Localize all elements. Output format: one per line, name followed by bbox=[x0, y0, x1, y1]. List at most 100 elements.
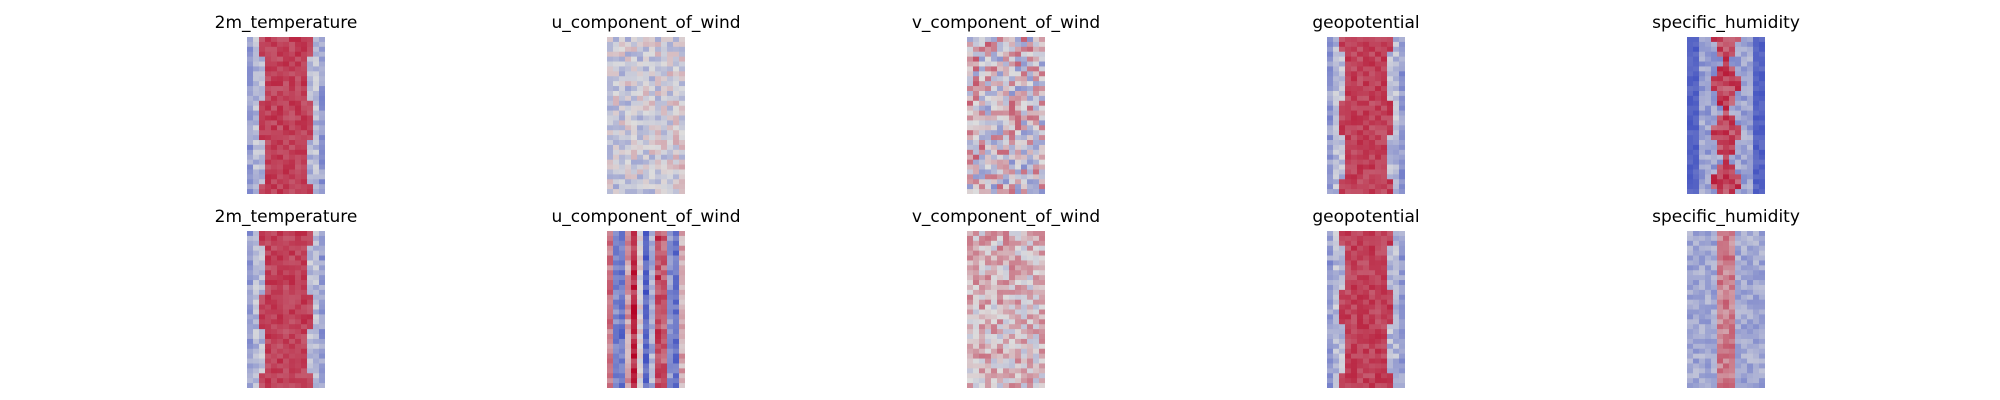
heatmap-cell bbox=[1687, 255, 1694, 262]
heatmap-cell bbox=[667, 260, 674, 266]
heatmap-cell bbox=[1705, 280, 1712, 286]
heatmap-cell bbox=[679, 95, 685, 102]
heatmap-cell bbox=[295, 184, 302, 190]
heatmap-cell bbox=[985, 231, 992, 237]
heatmap-cell bbox=[997, 149, 1004, 156]
heatmap-cell bbox=[259, 140, 266, 146]
heatmap-cell bbox=[979, 105, 986, 112]
heatmap-cell bbox=[1741, 76, 1748, 82]
heatmap-cell bbox=[1027, 164, 1034, 171]
heatmap-cell bbox=[1369, 95, 1376, 102]
heatmap-cell bbox=[1003, 304, 1010, 311]
heatmap-cell bbox=[997, 343, 1004, 350]
heatmap-cell bbox=[991, 255, 998, 262]
heatmap-cell bbox=[1363, 37, 1370, 43]
heatmap-cell bbox=[283, 255, 290, 262]
heatmap-cell bbox=[265, 231, 272, 237]
heatmap-cell bbox=[1723, 373, 1730, 379]
heatmap-cell bbox=[1339, 174, 1346, 180]
heatmap-cell bbox=[1393, 329, 1400, 335]
heatmap-cell bbox=[1687, 125, 1694, 131]
heatmap-cell bbox=[289, 280, 296, 286]
heatmap-cell bbox=[619, 280, 626, 286]
heatmap-cell bbox=[1345, 319, 1352, 325]
heatmap-cell bbox=[1693, 368, 1700, 374]
heatmap-cell bbox=[967, 115, 974, 122]
heatmap-cell bbox=[1333, 319, 1340, 325]
heatmap-cell bbox=[271, 110, 278, 117]
heatmap-cell bbox=[661, 363, 668, 369]
heatmap-cell bbox=[259, 100, 266, 107]
heatmap-cell bbox=[967, 231, 974, 237]
heatmap-cell bbox=[1711, 174, 1718, 180]
heatmap-cell bbox=[1741, 275, 1748, 281]
heatmap-cell bbox=[1009, 159, 1016, 166]
heatmap-cell bbox=[1747, 76, 1754, 82]
heatmap-cell bbox=[1027, 154, 1034, 161]
heatmap-cell bbox=[673, 314, 680, 320]
heatmap-cell bbox=[1759, 240, 1765, 247]
heatmap-cell bbox=[1033, 255, 1040, 262]
heatmap-cell bbox=[979, 56, 986, 63]
heatmap-cell bbox=[625, 284, 632, 291]
heatmap-cell bbox=[1345, 120, 1352, 126]
heatmap-cell bbox=[1729, 90, 1736, 97]
heatmap-cell bbox=[679, 378, 685, 384]
heatmap-cell bbox=[1327, 110, 1334, 117]
heatmap-cell bbox=[289, 95, 296, 102]
heatmap-cell bbox=[1381, 159, 1388, 166]
heatmap-cell bbox=[253, 81, 260, 87]
heatmap-cell bbox=[1393, 120, 1400, 126]
heatmap-cell bbox=[973, 120, 980, 126]
heatmap-cell bbox=[1333, 275, 1340, 281]
heatmap-cell bbox=[973, 169, 980, 175]
heatmap-cell bbox=[295, 174, 302, 180]
heatmap-cell bbox=[625, 174, 632, 180]
heatmap-cell bbox=[1753, 56, 1760, 63]
heatmap-cell bbox=[1351, 280, 1358, 286]
heatmap-cell bbox=[1003, 86, 1010, 92]
heatmap-cell bbox=[1333, 37, 1340, 43]
heatmap-cell bbox=[1375, 294, 1382, 301]
heatmap-cell bbox=[1033, 240, 1040, 247]
heatmap-cell bbox=[1729, 343, 1736, 350]
heatmap-cell bbox=[1735, 250, 1742, 257]
heatmap-cell bbox=[1363, 140, 1370, 146]
heatmap-cell bbox=[679, 294, 685, 301]
heatmap-cell bbox=[1375, 37, 1382, 43]
heatmap-cell bbox=[1741, 299, 1748, 306]
heatmap-cell bbox=[1717, 368, 1724, 374]
heatmap-cell bbox=[1399, 338, 1405, 345]
heatmap-cell bbox=[1399, 373, 1405, 379]
heatmap-cell bbox=[1039, 174, 1045, 180]
heatmap-cell bbox=[643, 95, 650, 102]
heatmap-cell bbox=[319, 265, 325, 271]
heatmap-cell bbox=[1027, 95, 1034, 102]
heatmap-cell bbox=[1021, 115, 1028, 122]
heatmap-cell bbox=[301, 260, 308, 266]
heatmap-cell bbox=[985, 135, 992, 141]
heatmap-cell bbox=[1717, 275, 1724, 281]
heatmap-cell bbox=[625, 164, 632, 171]
heatmap-cell bbox=[1021, 275, 1028, 281]
heatmap-cell bbox=[1033, 378, 1040, 384]
heatmap-cell bbox=[1039, 189, 1045, 194]
heatmap-cell bbox=[1399, 299, 1405, 306]
heatmap-cell bbox=[1333, 164, 1340, 171]
heatmap-cell bbox=[319, 56, 325, 63]
heatmap-cell bbox=[1021, 353, 1028, 360]
heatmap-cell bbox=[307, 125, 314, 131]
heatmap-cell bbox=[997, 76, 1004, 82]
heatmap-cell bbox=[1003, 76, 1010, 82]
heatmap-cell bbox=[1747, 378, 1754, 384]
heatmap-cell bbox=[247, 46, 254, 53]
heatmap-cell bbox=[1333, 329, 1340, 335]
heatmap-cell bbox=[973, 353, 980, 360]
heatmap-cell bbox=[1381, 86, 1388, 92]
heatmap-cell bbox=[973, 304, 980, 311]
heatmap-cell bbox=[625, 378, 632, 384]
heatmap-cell bbox=[619, 309, 626, 316]
heatmap-cell bbox=[1339, 299, 1346, 306]
heatmap-cell bbox=[1003, 314, 1010, 320]
heatmap-cell bbox=[1711, 86, 1718, 92]
